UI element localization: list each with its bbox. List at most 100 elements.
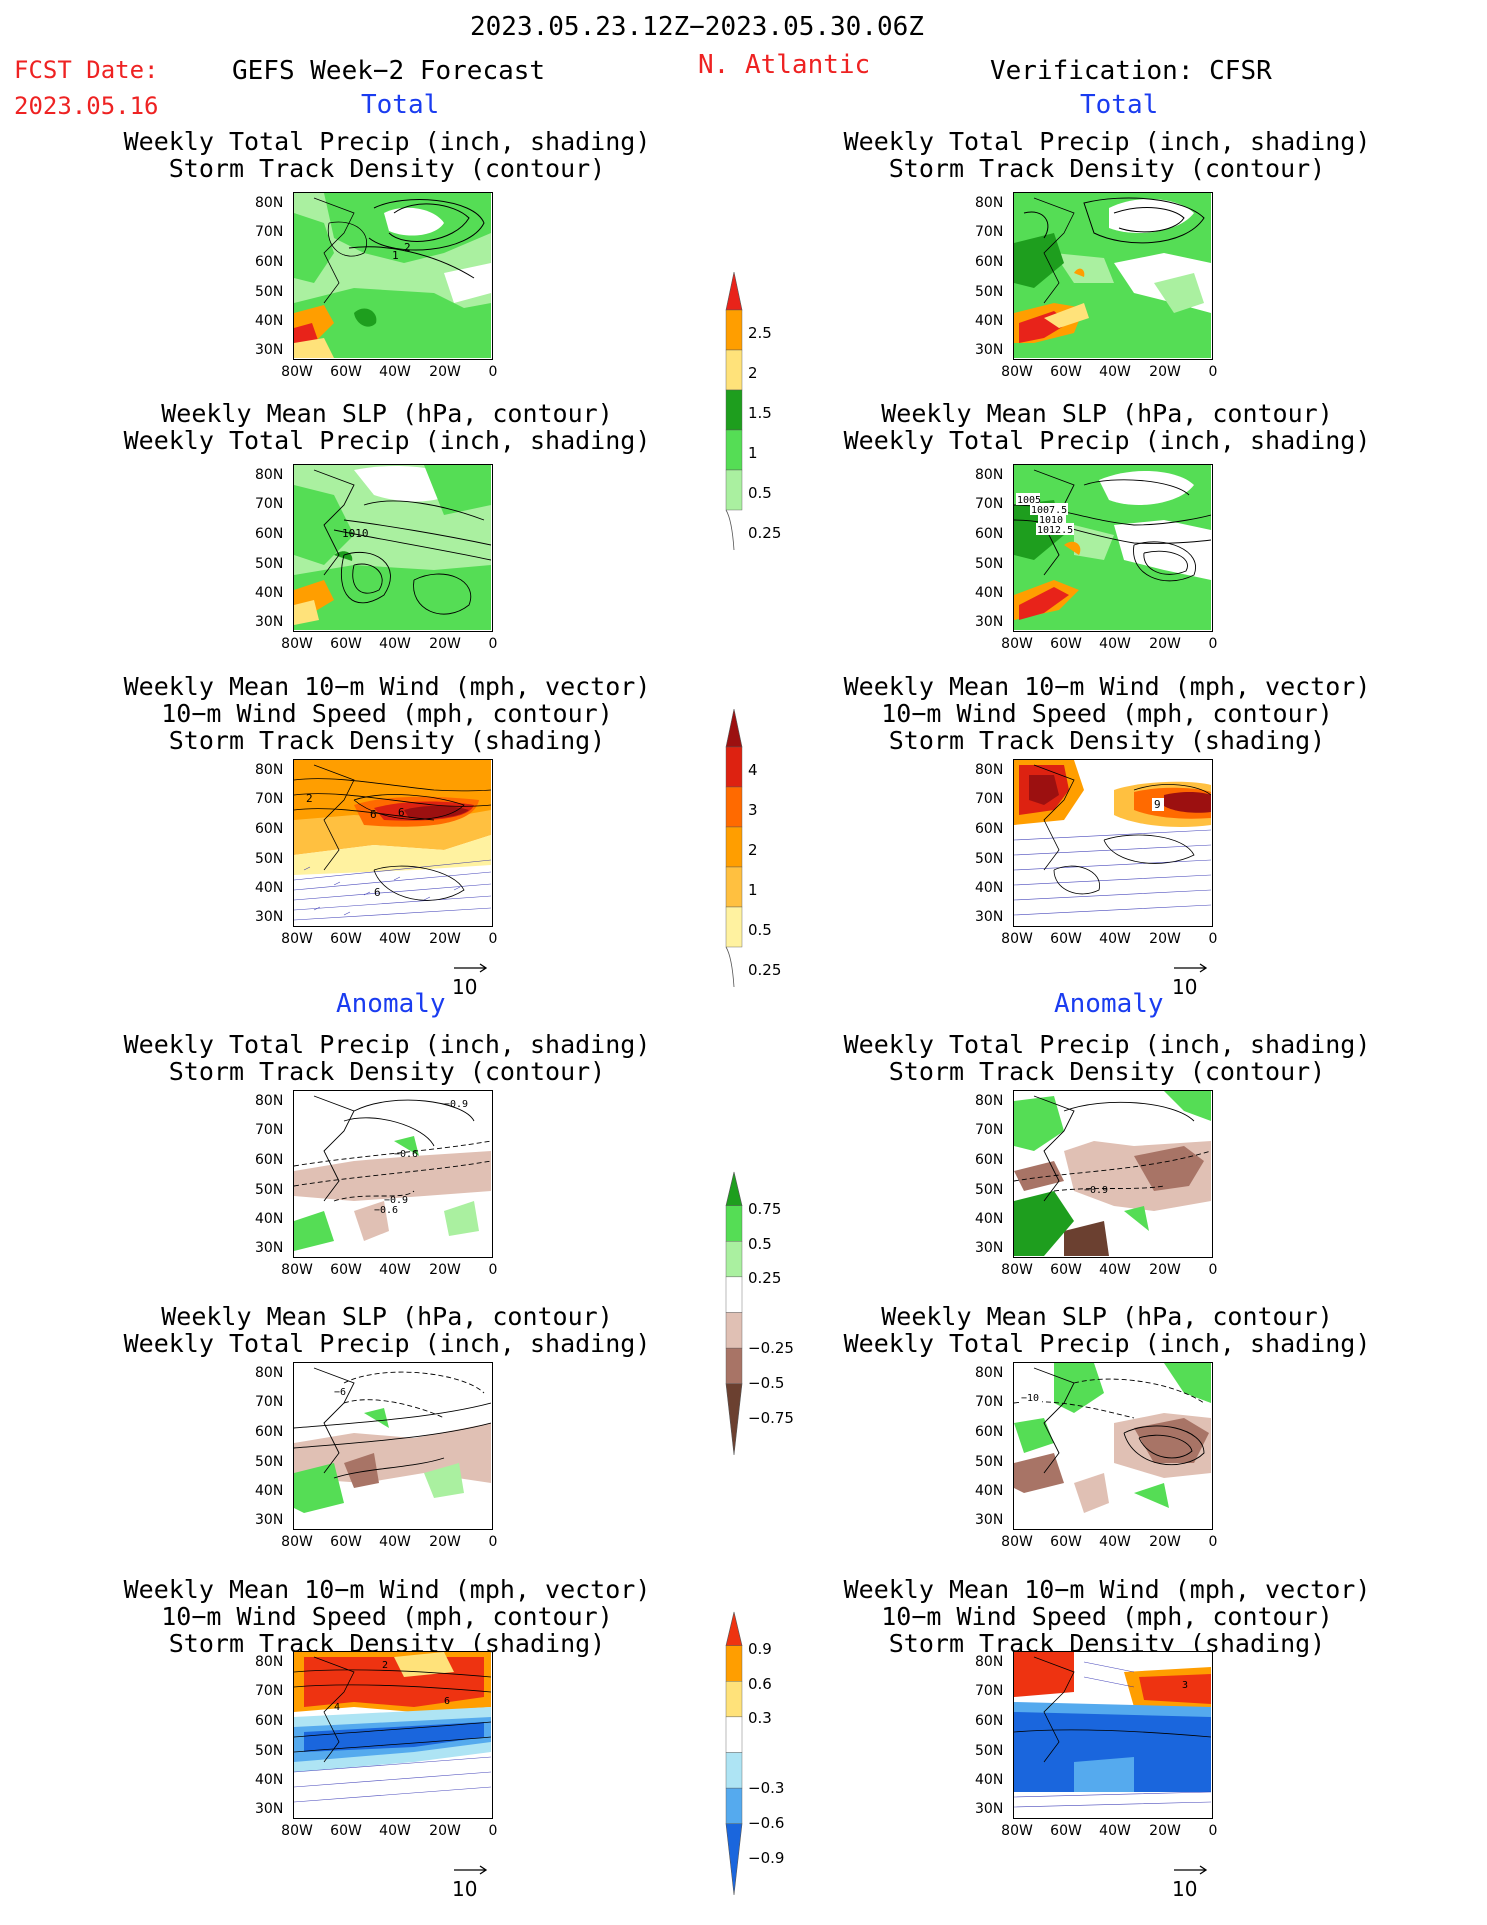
lon-tick-label: 80W — [1001, 931, 1033, 947]
lat-tick-label: 60N — [975, 254, 1004, 270]
lon-tick-label: 60W — [330, 1534, 362, 1550]
contour-label: −0.9 — [444, 1099, 468, 1110]
contour-label: −10 — [1021, 1393, 1039, 1404]
lon-tick-label: 20W — [1149, 931, 1181, 947]
lat-tick-label: 40N — [255, 313, 284, 329]
lon-tick-label: 80W — [281, 1823, 313, 1839]
lat-tick-label: 70N — [255, 496, 284, 512]
lon-tick-label: 40W — [1099, 364, 1131, 380]
contour-label: 6 — [398, 806, 405, 819]
colorbar-segment — [725, 1205, 743, 1242]
lat-tick-label: 50N — [255, 1454, 284, 1470]
lat-tick-label: 70N — [255, 1394, 284, 1410]
lat-tick-label: 70N — [255, 791, 284, 807]
panel-title-r2: Weekly Mean SLP (hPa, contour) Weekly To… — [843, 399, 1371, 455]
lon-tick-label: 0 — [488, 364, 498, 380]
colorbar-cap — [725, 708, 743, 748]
panel-title-r1: Weekly Total Precip (inch, shading) Stor… — [843, 127, 1371, 183]
left-total-label: Total — [361, 90, 440, 120]
colorbar-segment — [725, 1681, 743, 1718]
lat-tick-label: 30N — [255, 1240, 284, 1256]
lon-tick-label: 20W — [429, 931, 461, 947]
contour-label: 1010 — [1039, 515, 1063, 526]
vector-ref-label: 10 — [1172, 975, 1198, 999]
colorbar-label: 1 — [748, 444, 758, 462]
lon-tick-label: 40W — [1099, 931, 1131, 947]
lon-tick-label: 40W — [379, 931, 411, 947]
colorbar-tail — [725, 509, 735, 551]
colorbar-segment — [725, 826, 743, 868]
lat-tick-label: 30N — [255, 909, 284, 925]
colorbar-segment — [725, 1787, 743, 1824]
map-l3: 2 6 6 6 — [293, 759, 493, 927]
right-anomaly-label: Anomaly — [1054, 989, 1164, 1019]
lat-tick-label: 80N — [255, 1654, 284, 1670]
panel-title-l1: Weekly Total Precip (inch, shading) Stor… — [123, 127, 651, 183]
panel-title-l5: Weekly Mean SLP (hPa, contour) Weekly To… — [123, 1302, 651, 1358]
lat-tick-label: 60N — [975, 821, 1004, 837]
lat-tick-label: 30N — [255, 614, 284, 630]
lat-tick-label: 30N — [975, 909, 1004, 925]
lon-tick-label: 60W — [1050, 364, 1082, 380]
lat-tick-label: 60N — [975, 1152, 1004, 1168]
colorbar-label: 0.6 — [748, 1674, 772, 1693]
lon-tick-label: 0 — [488, 1534, 498, 1550]
lat-tick-label: 70N — [975, 1122, 1004, 1138]
lon-tick-label: 20W — [429, 1262, 461, 1278]
lon-tick-label: 40W — [1099, 1262, 1131, 1278]
contour-label: −0.9 — [384, 1195, 408, 1206]
colorbar-cap — [725, 1823, 743, 1896]
lat-tick-label: 70N — [975, 1394, 1004, 1410]
lat-tick-label: 50N — [255, 1182, 284, 1198]
fcst-date-value: 2023.05.16 — [14, 92, 159, 120]
colorbar-segment — [725, 746, 743, 788]
lon-tick-label: 0 — [488, 636, 498, 652]
lat-tick-label: 30N — [255, 1801, 284, 1817]
colorbar-segment — [725, 1241, 743, 1278]
panel-title-l4: Weekly Total Precip (inch, shading) Stor… — [123, 1030, 651, 1086]
lat-tick-label: 60N — [255, 1424, 284, 1440]
colorbar-label: −0.75 — [748, 1409, 794, 1428]
lat-tick-label: 80N — [255, 1093, 284, 1109]
lon-tick-label: 0 — [1208, 636, 1218, 652]
colorbar-anom_precip — [725, 1171, 743, 1456]
colorbar-segment — [725, 906, 743, 948]
lat-tick-label: 50N — [975, 1182, 1004, 1198]
contour-label: 1 — [392, 249, 399, 262]
lon-tick-label: 20W — [1149, 1262, 1181, 1278]
colorbar-segment — [725, 309, 743, 351]
colorbar-anom_track — [725, 1611, 743, 1896]
lon-tick-label: 80W — [1001, 1534, 1033, 1550]
map-l1: 1 2 — [293, 192, 493, 360]
left-anomaly-label: Anomaly — [336, 989, 446, 1019]
colorbar-tail — [725, 946, 735, 988]
lon-tick-label: 20W — [1149, 364, 1181, 380]
panel-title-l3: Weekly Mean 10−m Wind (mph, vector) 10−m… — [123, 672, 651, 755]
colorbar-label: 0.3 — [748, 1709, 772, 1728]
lon-tick-label: 60W — [1050, 1262, 1082, 1278]
lon-tick-label: 0 — [1208, 1823, 1218, 1839]
colorbar-segment — [725, 1645, 743, 1682]
colorbar-label: −0.25 — [748, 1339, 794, 1358]
left-title: GEFS Week−2 Forecast — [232, 56, 546, 86]
map-l5: −6 — [293, 1362, 493, 1530]
lat-tick-label: 40N — [975, 1483, 1004, 1499]
vector-ref-l2: 10 — [452, 1857, 492, 1901]
vector-ref-label: 10 — [452, 1877, 478, 1901]
lat-tick-label: 50N — [255, 556, 284, 572]
panel-title-r4: Weekly Total Precip (inch, shading) Stor… — [843, 1030, 1371, 1086]
lon-tick-label: 0 — [1208, 1534, 1218, 1550]
colorbar-segment — [725, 349, 743, 391]
lat-tick-label: 80N — [255, 195, 284, 211]
lat-tick-label: 30N — [975, 1240, 1004, 1256]
lon-tick-label: 80W — [1001, 1262, 1033, 1278]
lat-tick-label: 30N — [975, 614, 1004, 630]
lon-tick-label: 40W — [1099, 636, 1131, 652]
vector-ref-r1: 10 — [1172, 955, 1212, 999]
panel-title-l2: Weekly Mean SLP (hPa, contour) Weekly To… — [123, 399, 651, 455]
lon-tick-label: 80W — [1001, 636, 1033, 652]
contour-label: −6 — [334, 1387, 346, 1398]
lat-tick-label: 40N — [255, 1483, 284, 1499]
contour-label: 4 — [334, 1702, 340, 1713]
lon-tick-label: 0 — [1208, 1262, 1218, 1278]
